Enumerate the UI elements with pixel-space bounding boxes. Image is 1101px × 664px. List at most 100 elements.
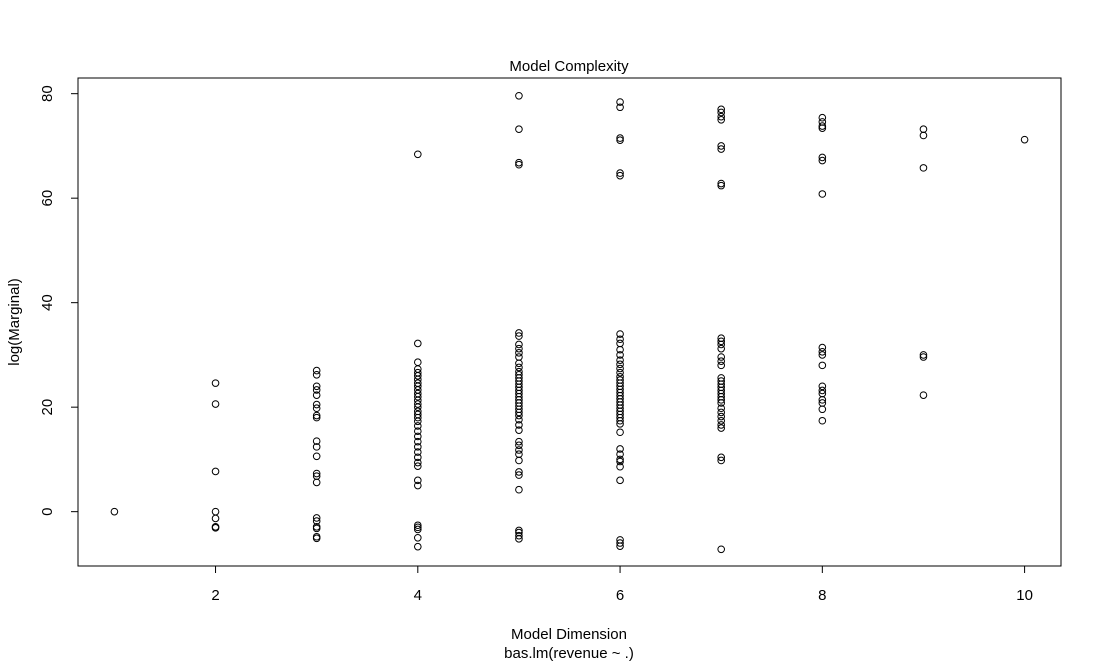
y-tick-label: 60: [39, 190, 56, 207]
data-point: [616, 450, 624, 458]
data-point: [616, 339, 624, 348]
data-point: [616, 455, 624, 464]
data-point: [616, 356, 624, 364]
data-point: [515, 408, 523, 417]
data-point: [414, 458, 422, 467]
x-axis-label: Model Dimension: [511, 626, 627, 643]
data-point: [414, 432, 422, 441]
data-point: [717, 145, 725, 153]
data-point: [414, 372, 422, 380]
data-point: [414, 339, 422, 348]
data-point: [515, 344, 523, 353]
data-point: [312, 411, 321, 420]
x-axis: 2 4 6 8 10: [211, 565, 1033, 604]
data-point: [312, 478, 321, 487]
data-point: [211, 514, 220, 523]
data-point: [515, 91, 523, 100]
data-point: [312, 437, 321, 445]
data-point: [717, 142, 725, 150]
data-point: [717, 421, 725, 429]
data-point: [818, 190, 827, 198]
data-point: [515, 437, 523, 446]
data-point: [414, 542, 422, 551]
data-point: [717, 181, 725, 190]
data-point: [616, 103, 624, 112]
data-point: [414, 453, 422, 462]
data-point: [818, 347, 827, 356]
data-point: [312, 469, 321, 478]
data-point: [919, 164, 928, 172]
data-point: [312, 382, 321, 391]
data-point: [515, 353, 523, 361]
data-point: [515, 411, 523, 420]
data-point: [515, 485, 523, 494]
data-point: [515, 160, 523, 169]
data-point: [312, 532, 321, 541]
data-point: [515, 426, 523, 434]
data-point: [515, 158, 523, 167]
data-point: [515, 468, 523, 476]
data-point: [414, 437, 422, 446]
data-point: [211, 379, 220, 387]
data-point: [515, 450, 523, 458]
data-point: [515, 471, 523, 479]
data-point: [717, 408, 725, 417]
data-point: [616, 136, 624, 144]
data-point: [717, 412, 725, 421]
data-point: [312, 514, 321, 522]
data-point: [818, 156, 827, 165]
data-point: [818, 153, 827, 162]
data-point: [312, 534, 321, 543]
data-point: [414, 443, 422, 451]
data-point: [515, 329, 523, 337]
data-point: [414, 481, 422, 490]
data-point: [616, 462, 624, 471]
data-point: [211, 524, 220, 532]
plot-frame: [77, 77, 1062, 567]
data-point: [616, 476, 624, 485]
data-point: [515, 535, 523, 543]
data-point: [312, 452, 321, 461]
data-point: [414, 382, 422, 391]
data-point: [616, 542, 624, 550]
data-point: [616, 330, 624, 338]
data-point: [515, 526, 523, 535]
y-tick-label: 20: [39, 399, 56, 416]
data-point: [717, 108, 725, 117]
data-point: [717, 424, 725, 432]
data-point: [919, 353, 928, 361]
data-point: [616, 171, 624, 180]
data-point: [717, 340, 725, 349]
data-point: [312, 386, 321, 394]
data-point: [717, 357, 725, 365]
data-point: [818, 361, 827, 370]
data-point: [919, 125, 928, 134]
data-point: [717, 399, 725, 407]
data-point: [818, 405, 827, 414]
data-point: [414, 417, 422, 426]
data-point: [818, 351, 827, 359]
data-point: [414, 427, 422, 435]
data-point: [414, 150, 422, 159]
data-point: [515, 363, 523, 372]
data-point: [616, 445, 624, 453]
x-tick-label: 2: [211, 587, 219, 604]
data-point: [515, 415, 523, 424]
chart-title: Model Complexity: [509, 58, 629, 75]
data-point: [818, 343, 827, 352]
data-point: [414, 523, 422, 532]
data-point: [616, 457, 624, 466]
data-point: [818, 113, 827, 122]
data-point: [312, 366, 321, 375]
data-point: [616, 335, 624, 344]
data-point: [616, 539, 624, 547]
data-point: [818, 124, 827, 132]
data-point: [616, 420, 624, 428]
data-point: [312, 524, 321, 533]
data-point: [717, 545, 725, 554]
data-point: [616, 428, 624, 437]
x-tick-label: 10: [1016, 587, 1033, 604]
data-point: [717, 105, 725, 114]
data-point: [919, 351, 928, 359]
data-point: [515, 446, 523, 454]
